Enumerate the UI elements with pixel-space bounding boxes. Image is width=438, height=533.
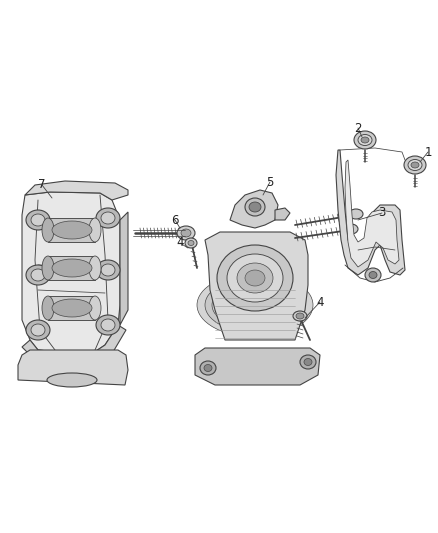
- Ellipse shape: [304, 359, 312, 366]
- Text: 6: 6: [171, 214, 179, 227]
- Ellipse shape: [296, 313, 304, 319]
- Polygon shape: [230, 190, 278, 228]
- Ellipse shape: [89, 296, 101, 320]
- Text: 5: 5: [266, 175, 274, 189]
- Ellipse shape: [349, 209, 363, 219]
- Ellipse shape: [101, 264, 115, 276]
- Ellipse shape: [89, 256, 101, 280]
- Polygon shape: [25, 181, 128, 200]
- Ellipse shape: [227, 254, 283, 302]
- Polygon shape: [18, 350, 128, 385]
- Polygon shape: [345, 160, 399, 267]
- Ellipse shape: [101, 212, 115, 224]
- Ellipse shape: [344, 224, 358, 234]
- Ellipse shape: [358, 134, 372, 146]
- Ellipse shape: [245, 198, 265, 216]
- Ellipse shape: [26, 265, 50, 285]
- Ellipse shape: [96, 208, 120, 228]
- Ellipse shape: [96, 260, 120, 280]
- Ellipse shape: [404, 156, 426, 174]
- Ellipse shape: [231, 292, 279, 318]
- Text: 2: 2: [354, 122, 362, 134]
- Text: 7: 7: [38, 179, 46, 191]
- Ellipse shape: [354, 131, 376, 149]
- Ellipse shape: [52, 299, 92, 317]
- Polygon shape: [195, 348, 320, 385]
- Ellipse shape: [300, 355, 316, 369]
- Text: 4: 4: [176, 237, 184, 249]
- Ellipse shape: [31, 214, 45, 226]
- Ellipse shape: [205, 278, 305, 333]
- Polygon shape: [48, 218, 95, 242]
- Ellipse shape: [225, 288, 285, 321]
- Ellipse shape: [89, 218, 101, 242]
- Ellipse shape: [42, 218, 54, 242]
- Ellipse shape: [361, 137, 369, 143]
- Ellipse shape: [181, 229, 191, 237]
- Ellipse shape: [369, 271, 377, 279]
- Ellipse shape: [197, 273, 313, 337]
- Text: 3: 3: [378, 206, 386, 220]
- Ellipse shape: [31, 269, 45, 281]
- Ellipse shape: [212, 281, 298, 329]
- Ellipse shape: [42, 256, 54, 280]
- Ellipse shape: [237, 263, 273, 293]
- Ellipse shape: [188, 240, 194, 246]
- Ellipse shape: [47, 373, 97, 387]
- Ellipse shape: [408, 159, 422, 171]
- Ellipse shape: [249, 202, 261, 212]
- Ellipse shape: [185, 238, 197, 248]
- Ellipse shape: [217, 245, 293, 311]
- Polygon shape: [205, 232, 308, 340]
- Ellipse shape: [177, 226, 195, 240]
- Polygon shape: [48, 256, 95, 280]
- Polygon shape: [336, 150, 405, 275]
- Ellipse shape: [411, 162, 419, 168]
- Ellipse shape: [219, 285, 291, 325]
- Ellipse shape: [245, 270, 265, 286]
- Ellipse shape: [26, 320, 50, 340]
- Ellipse shape: [42, 296, 54, 320]
- Polygon shape: [120, 212, 128, 325]
- Polygon shape: [275, 208, 290, 220]
- Ellipse shape: [204, 365, 212, 372]
- Ellipse shape: [31, 324, 45, 336]
- Text: 1: 1: [424, 146, 432, 158]
- Ellipse shape: [365, 268, 381, 282]
- Ellipse shape: [96, 315, 120, 335]
- Text: 4: 4: [316, 295, 324, 309]
- Ellipse shape: [26, 210, 50, 230]
- Ellipse shape: [200, 361, 216, 375]
- Ellipse shape: [293, 311, 307, 321]
- Ellipse shape: [52, 259, 92, 277]
- Polygon shape: [22, 325, 126, 363]
- Polygon shape: [48, 296, 95, 320]
- Polygon shape: [22, 192, 120, 355]
- Ellipse shape: [52, 221, 92, 239]
- Ellipse shape: [101, 319, 115, 331]
